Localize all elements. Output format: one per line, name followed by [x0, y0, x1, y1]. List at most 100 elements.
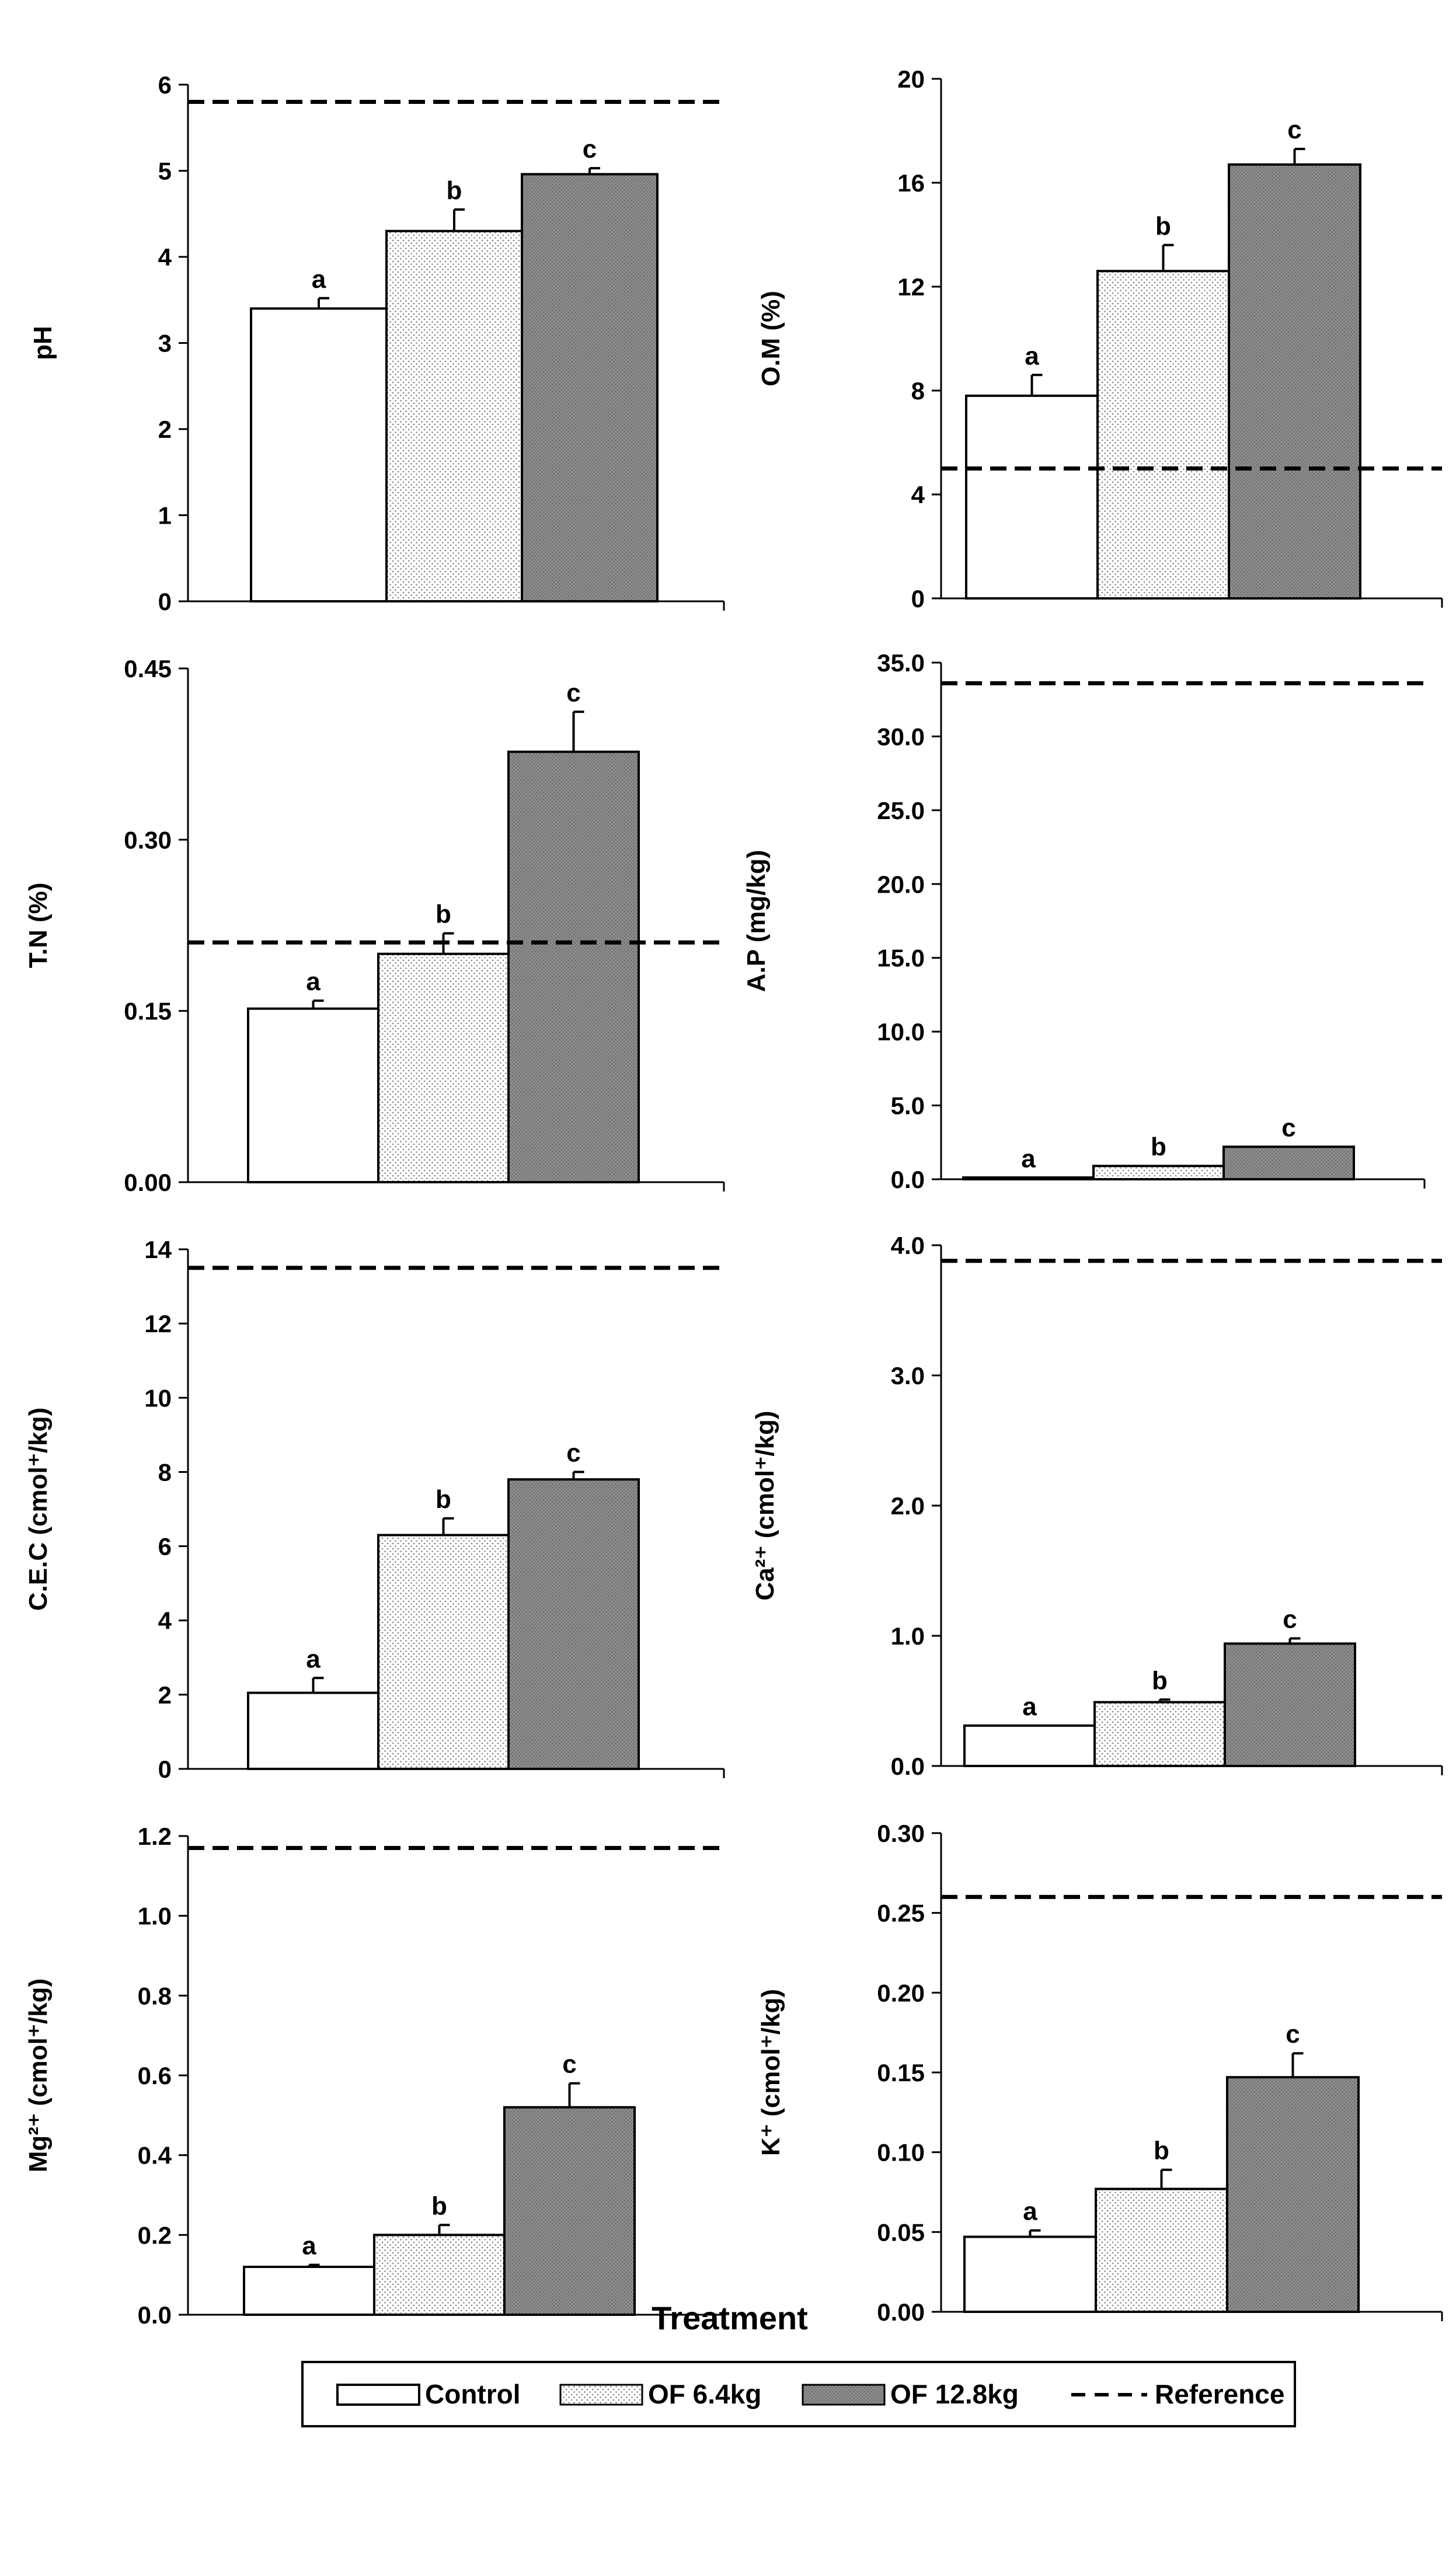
bar-of64 [377, 1534, 510, 1770]
y-tick-label: 5.0 [891, 1092, 925, 1120]
bar-of64 [1092, 1165, 1225, 1180]
panel-6: 0.0 1.0 2.0 3.0 4.0 Ca²⁺ (cmol⁺/kg) a b c [751, 1232, 1443, 1780]
bar-of64 [1096, 270, 1230, 600]
y-tick-label: 6 [158, 1533, 172, 1560]
legend: Control OF 6.4kg OF 12.8kg Reference [301, 2361, 1296, 2427]
y-tick-label: 1.0 [891, 1622, 925, 1650]
bar-control [243, 2266, 375, 2316]
y-tick-label: 6 [158, 71, 172, 99]
y-tick-label: 2 [158, 1681, 172, 1709]
y-tick-label: 0.00 [877, 2298, 925, 2326]
y-tick-label: 35.0 [877, 649, 925, 677]
bar-of128 [1222, 1145, 1355, 1181]
significance-letter: c [583, 135, 597, 163]
x-axis-title: Treatment [652, 2300, 808, 2336]
bar-control [250, 307, 388, 602]
y-tick-label: 14 [144, 1236, 172, 1263]
y-tick-label: 0.8 [138, 1982, 172, 2009]
significance-letter: b [447, 176, 462, 205]
bar-control [965, 394, 1099, 600]
legend-swatch-of64 [559, 2384, 643, 2406]
y-tick-label: 0 [158, 588, 172, 615]
bar-of64 [1095, 2187, 1228, 2314]
y-tick-label: 0.2 [138, 2221, 172, 2249]
significance-letter: b [436, 1485, 451, 1514]
bar-control [963, 1724, 1096, 1768]
y-tick-label: 0.05 [877, 2218, 925, 2246]
y-tick-label: 0.20 [877, 1979, 925, 2006]
y-tick-label: 20.0 [877, 870, 925, 898]
y-tick-label: 4.0 [891, 1232, 925, 1259]
y-tick-label: 12 [897, 273, 925, 301]
significance-letter: c [1287, 116, 1301, 144]
legend-label-of64: OF 6.4kg [648, 2379, 761, 2409]
legend-label-reference: Reference [1155, 2379, 1284, 2409]
significance-letter: b [1151, 1133, 1166, 1161]
y-tick-label: 15.0 [877, 945, 925, 972]
legend-label-control: Control [425, 2379, 521, 2409]
panel-1: 0 1 2 3 4 5 6 pH a b c [29, 71, 725, 615]
panel-5: 0 2 4 6 8 10 12 14 C.E.C (cmol⁺/kg) a b c [24, 1236, 725, 1783]
y-axis-label: O.M (%) [757, 291, 785, 386]
y-tick-label: 0.30 [877, 1820, 925, 1847]
y-axis-label: C.E.C (cmol⁺/kg) [24, 1408, 53, 1611]
significance-letter: b [1152, 1666, 1168, 1695]
y-tick-label: 0.25 [877, 1900, 925, 1927]
y-tick-label: 8 [911, 377, 925, 405]
significance-letter: a [306, 967, 321, 996]
significance-letter: c [1281, 1113, 1295, 1142]
y-tick-label: 0 [911, 585, 925, 612]
panel-8: 0.00 0.05 0.10 0.15 0.20 0.25 0.30 K⁺ (cmol⁺/kg… [757, 1820, 1443, 2326]
y-tick-label: 4 [158, 1607, 172, 1635]
y-tick-label: 0.30 [124, 826, 172, 854]
significance-letter: c [1283, 1605, 1297, 1633]
y-axis-label: A.P (mg/kg) [742, 850, 771, 992]
y-tick-label: 0.0 [891, 1753, 925, 1780]
bar-of128 [521, 173, 659, 602]
y-axis-label: Mg²⁺ (cmol⁺/kg) [24, 1978, 53, 2172]
bar-control [247, 1007, 379, 1184]
y-tick-label: 5 [158, 158, 172, 185]
bar-control [963, 2235, 1097, 2314]
panel-7: 0.0 0.2 0.4 0.6 0.8 1.0 1.2 Mg²⁺ (cmol⁺/kg) a b c [24, 1823, 725, 2329]
legend-swatch-control [336, 2384, 420, 2406]
significance-letter: c [1286, 2020, 1300, 2049]
y-tick-label: 1.0 [138, 1903, 172, 1930]
y-tick-label: 0 [158, 1755, 172, 1783]
significance-letter: b [436, 900, 451, 929]
y-tick-label: 0.15 [124, 998, 172, 1025]
y-tick-label: 3 [158, 330, 172, 357]
significance-letter: a [302, 2232, 316, 2260]
legend-swatch-of128 [802, 2384, 886, 2406]
y-tick-label: 10 [144, 1384, 172, 1412]
y-axis-label: pH [29, 326, 57, 360]
y-tick-label: 0.15 [877, 2059, 925, 2086]
y-tick-label: 0.4 [138, 2142, 172, 2169]
significance-letter: a [312, 265, 326, 294]
bar-of128 [503, 2106, 636, 2316]
y-tick-label: 0.0 [138, 2301, 172, 2329]
y-tick-label: 16 [897, 169, 925, 197]
y-tick-label: 4 [158, 243, 172, 271]
panel-4: 0.0 5.0 10.0 15.0 20.0 25.0 30.0 35.0 A.P (mg/kg… [742, 649, 1426, 1193]
y-tick-label: 20 [897, 65, 925, 93]
y-tick-label: 25.0 [877, 797, 925, 824]
y-tick-label: 0.0 [891, 1166, 925, 1193]
bar-of128 [1228, 163, 1361, 600]
y-tick-label: 1.2 [138, 1823, 172, 1850]
bar-of64 [1093, 1701, 1226, 1767]
bar-of64 [385, 229, 523, 602]
significance-letter: a [1021, 1144, 1036, 1173]
bar-of128 [1224, 1642, 1356, 1767]
y-tick-label: 0.45 [124, 655, 172, 682]
significance-letter: b [1154, 2137, 1169, 2165]
y-tick-label: 2.0 [891, 1492, 925, 1520]
significance-letter: c [566, 678, 580, 707]
y-tick-label: 10.0 [877, 1018, 925, 1046]
panel-2: 0 4 8 12 16 20 O.M (%) a b c [757, 65, 1443, 612]
legend-label-of128: OF 12.8kg [890, 2379, 1019, 2409]
bar-control [962, 1176, 1095, 1180]
significance-letter: b [1155, 212, 1171, 241]
y-tick-label: 0.00 [124, 1169, 172, 1196]
